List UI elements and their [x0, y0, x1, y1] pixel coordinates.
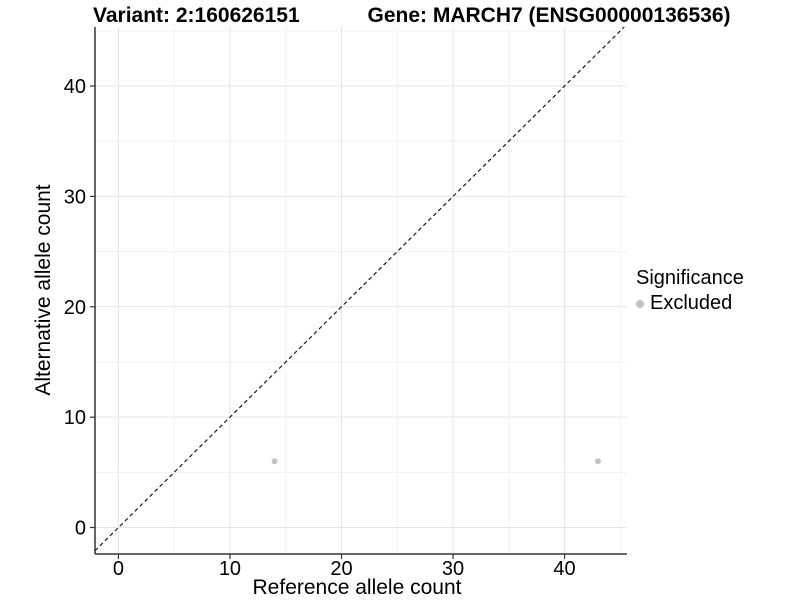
y-tick-label: 0 — [75, 518, 86, 540]
y-axis-title: Alternative allele count — [32, 184, 55, 396]
y-tick-label: 10 — [64, 407, 86, 429]
data-point — [271, 458, 278, 465]
x-tick-label: 0 — [113, 558, 124, 580]
y-tick-label: 40 — [64, 76, 86, 98]
x-tick-label: 20 — [330, 558, 352, 580]
y-tick-label: 30 — [64, 186, 86, 208]
identity-reference-line — [94, 26, 625, 552]
x-axis-title: Reference allele count — [252, 576, 462, 599]
x-tick-label: 40 — [553, 558, 575, 580]
x-tick-label: 30 — [442, 558, 464, 580]
legend-item-excluded: Excluded — [636, 292, 744, 315]
legend: Significance Excluded — [636, 267, 744, 315]
y-tick-label: 20 — [64, 297, 86, 319]
legend-title: Significance — [636, 267, 744, 289]
x-tick-label: 10 — [219, 558, 241, 580]
legend-item-label: Excluded — [650, 292, 733, 314]
legend-point-icon — [636, 299, 644, 308]
data-point — [595, 458, 602, 465]
variant-title: Variant: 2:160626151 — [93, 4, 300, 27]
gene-title: Gene: MARCH7 (ENSG00000136536) — [367, 4, 731, 27]
